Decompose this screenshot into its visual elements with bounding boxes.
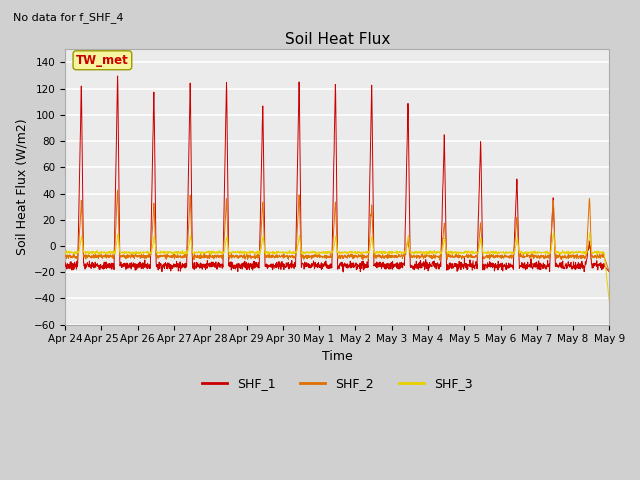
Text: No data for f_SHF_4: No data for f_SHF_4 — [13, 12, 124, 23]
X-axis label: Time: Time — [322, 350, 353, 363]
Y-axis label: Soil Heat Flux (W/m2): Soil Heat Flux (W/m2) — [15, 119, 28, 255]
Text: TW_met: TW_met — [76, 54, 129, 67]
Title: Soil Heat Flux: Soil Heat Flux — [285, 32, 390, 47]
Legend: SHF_1, SHF_2, SHF_3: SHF_1, SHF_2, SHF_3 — [197, 372, 477, 396]
